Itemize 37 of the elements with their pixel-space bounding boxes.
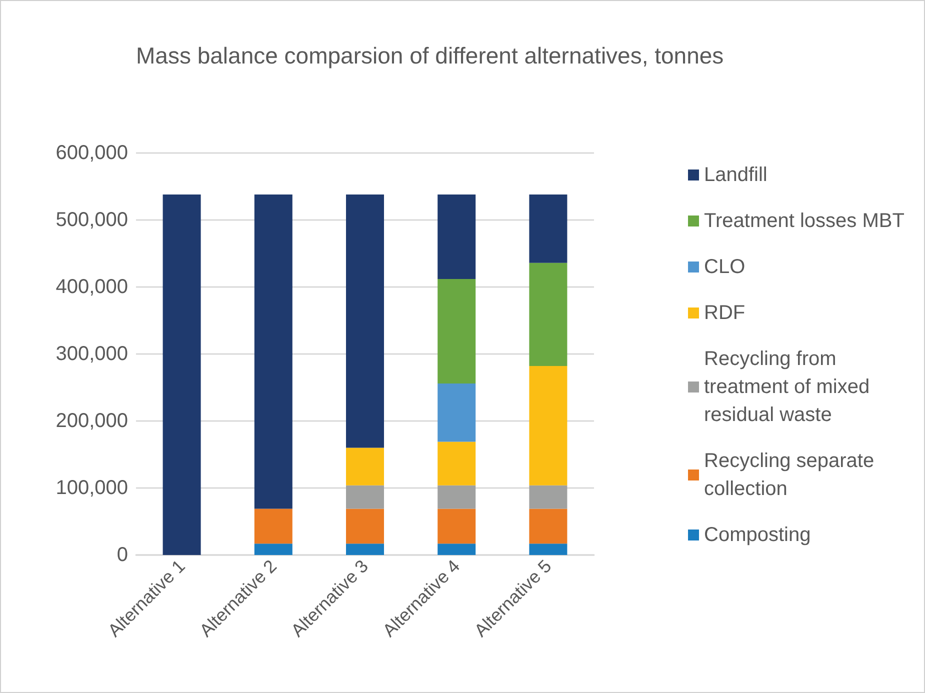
bar: [438, 508, 476, 544]
bar: [346, 508, 384, 544]
bar: [438, 383, 476, 442]
y-tick-label: 200,000: [56, 410, 128, 432]
bar: [529, 485, 568, 509]
legend-label: Recycling separate collection: [704, 450, 880, 500]
bar: [346, 194, 384, 448]
bar: [254, 194, 292, 509]
y-tick-label: 300,000: [56, 343, 128, 365]
legend-label: Landfill: [704, 164, 768, 186]
bar: [438, 278, 476, 384]
legend-label: Composting: [704, 524, 811, 546]
y-tick-label: 600,000: [56, 142, 128, 164]
y-tick-label: 100,000: [56, 477, 128, 499]
y-tick-label: 0: [116, 544, 128, 566]
bar: [529, 194, 568, 263]
bar: [438, 544, 476, 555]
bar: [529, 508, 568, 544]
bar: [254, 508, 292, 544]
bar: [438, 194, 476, 279]
bar: [162, 194, 201, 555]
bar: [438, 485, 476, 509]
legend-label: CLO: [704, 256, 746, 278]
bar: [529, 544, 568, 555]
y-tick-label: 400,000: [56, 276, 128, 298]
bar: [346, 544, 384, 555]
chart-title: Mass balance comparsion of different alternatives, tonnes: [136, 42, 724, 68]
bar: [529, 262, 568, 366]
y-tick-label: 500,000: [56, 209, 128, 231]
bar: [254, 544, 292, 555]
bar: [346, 485, 384, 509]
legend-label: RDF: [704, 302, 746, 324]
bar: [438, 442, 476, 486]
bar: [529, 366, 568, 486]
bar: [346, 448, 384, 486]
legend-label: Recycling from treatment of mixed residual waste: [704, 348, 876, 426]
legend-label: Treatment losses MBT: [704, 210, 904, 232]
